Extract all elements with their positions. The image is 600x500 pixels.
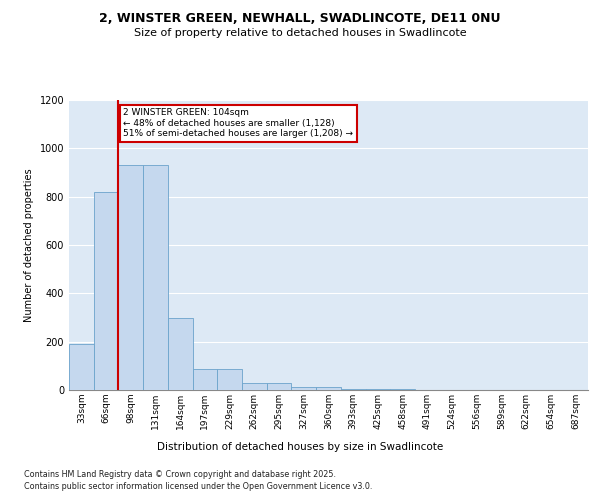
Text: Distribution of detached houses by size in Swadlincote: Distribution of detached houses by size …: [157, 442, 443, 452]
Text: Contains public sector information licensed under the Open Government Licence v3: Contains public sector information licen…: [24, 482, 373, 491]
Bar: [316, 387, 341, 390]
Bar: [143, 165, 168, 390]
Bar: [365, 389, 390, 390]
Y-axis label: Number of detached properties: Number of detached properties: [24, 168, 34, 322]
Text: 2, WINSTER GREEN, NEWHALL, SWADLINCOTE, DE11 0NU: 2, WINSTER GREEN, NEWHALL, SWADLINCOTE, …: [99, 12, 501, 26]
Bar: [168, 318, 193, 390]
Bar: [341, 389, 365, 390]
Bar: [94, 192, 118, 390]
Text: Contains HM Land Registry data © Crown copyright and database right 2025.: Contains HM Land Registry data © Crown c…: [24, 470, 336, 479]
Bar: [118, 165, 143, 390]
Bar: [217, 370, 242, 390]
Bar: [390, 389, 415, 390]
Bar: [242, 383, 267, 390]
Bar: [193, 370, 217, 390]
Bar: [267, 383, 292, 390]
Text: 2 WINSTER GREEN: 104sqm
← 48% of detached houses are smaller (1,128)
51% of semi: 2 WINSTER GREEN: 104sqm ← 48% of detache…: [124, 108, 353, 138]
Text: Size of property relative to detached houses in Swadlincote: Size of property relative to detached ho…: [134, 28, 466, 38]
Bar: [69, 344, 94, 390]
Bar: [292, 387, 316, 390]
